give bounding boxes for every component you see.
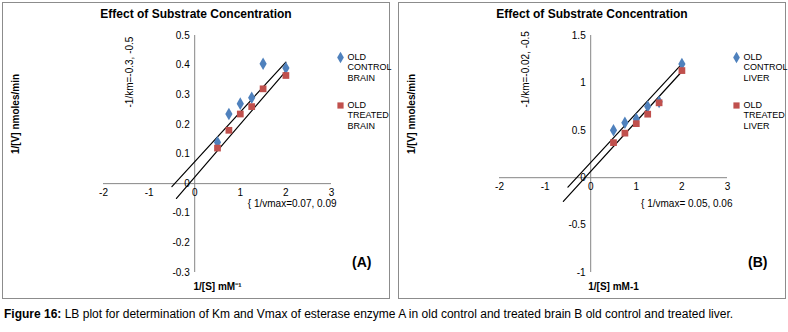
- svg-text:-2: -2: [99, 187, 108, 198]
- svg-text:0.3: 0.3: [176, 89, 190, 100]
- svg-text:2: 2: [679, 181, 685, 192]
- svg-text:1/[S] mM-1: 1/[S] mM-1: [588, 281, 639, 292]
- svg-text:-1: -1: [541, 181, 550, 192]
- svg-text:-0.5: -0.5: [568, 219, 586, 230]
- svg-text:-1/km=-0.02, -0.5: -1/km=-0.02, -0.5: [520, 31, 531, 108]
- html-text:Figure 16: LB plot for determi: Figure 16: LB plot for determination of …: [4, 307, 734, 321]
- svg-text:OLDTREATEDBRAIN: OLDTREATEDBRAIN: [348, 100, 390, 131]
- svg-text:0.1: 0.1: [176, 148, 190, 159]
- svg-text:2: 2: [283, 187, 289, 198]
- svg-text:OLDTREATEDLIVER: OLDTREATEDLIVER: [744, 100, 786, 131]
- svg-text:-1: -1: [577, 267, 586, 278]
- svg-text:0.5: 0.5: [572, 125, 586, 136]
- svg-text:1.5: 1.5: [572, 30, 586, 41]
- svg-text:1: 1: [634, 181, 640, 192]
- svg-text:1/[S] mM⁻¹: 1/[S] mM⁻¹: [194, 281, 243, 292]
- svg-text:-0.1: -0.1: [172, 207, 190, 218]
- svg-text:0: 0: [588, 181, 594, 192]
- svg-text:1/[V] nmoles/min: 1/[V] nmoles/min: [406, 74, 417, 154]
- svg-text:-2: -2: [495, 181, 504, 192]
- svg-text:-0.3: -0.3: [172, 267, 190, 278]
- svg-text:OLDCONTROLBRAIN: OLDCONTROLBRAIN: [348, 52, 392, 83]
- svg-text:0: 0: [192, 187, 198, 198]
- svg-text:0.5: 0.5: [176, 30, 190, 41]
- html-text:Effect of Substrate Concentrat: Effect of Substrate Concentration: [496, 7, 688, 21]
- svg-text:-1: -1: [145, 187, 154, 198]
- svg-text:0.4: 0.4: [176, 59, 190, 70]
- svg-text:(B): (B): [748, 254, 767, 270]
- svg-text:0: 0: [580, 171, 586, 183]
- svg-text:0.2: 0.2: [176, 119, 190, 130]
- svg-text:0: 0: [184, 177, 190, 189]
- svg-text:{ 1/vmax= 0.05, 0.06: { 1/vmax= 0.05, 0.06: [641, 198, 733, 209]
- svg-text:1: 1: [580, 77, 586, 88]
- svg-text:1/[V] nmoles/min: 1/[V] nmoles/min: [10, 74, 21, 154]
- svg-text:OLDCONTROLLIVER: OLDCONTROLLIVER: [744, 52, 788, 83]
- svg-text:3: 3: [725, 181, 731, 192]
- svg-text:1: 1: [238, 187, 244, 198]
- svg-text:3: 3: [329, 187, 335, 198]
- svg-text:(A): (A): [352, 254, 371, 270]
- svg-text:-0.2: -0.2: [172, 237, 190, 248]
- svg-text:{ 1/vmax=0.07, 0.09: { 1/vmax=0.07, 0.09: [248, 198, 337, 209]
- html-text:Effect of Substrate Concentrat: Effect of Substrate Concentration: [100, 7, 292, 21]
- svg-text:-1/km=-0.3, -0.5: -1/km=-0.3, -0.5: [124, 36, 135, 107]
